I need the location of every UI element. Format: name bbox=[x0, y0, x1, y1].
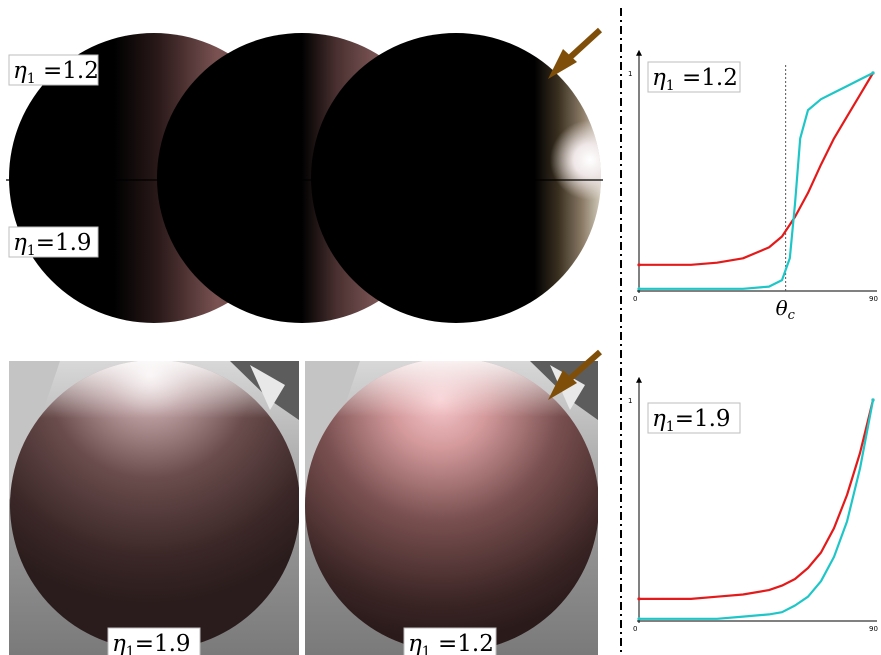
bottom-render-left bbox=[9, 361, 299, 655]
label-top-lower-sub: 1 bbox=[27, 243, 36, 259]
x-tick-label: 90 bbox=[869, 625, 878, 633]
label-bottom-left-text: =1.9 bbox=[135, 631, 191, 655]
chart-legend-text: η1=1.9 bbox=[652, 406, 731, 435]
arrow-bottom-head bbox=[548, 370, 577, 400]
series-start-point bbox=[637, 597, 641, 601]
series-start-point bbox=[637, 263, 641, 267]
svg-text:η1 =1.2: η1 =1.2 bbox=[13, 58, 99, 87]
label-top-upper-sub: 1 bbox=[27, 71, 36, 87]
chart-top: 0 90 1 θc η1 =1.2 bbox=[628, 49, 878, 323]
arrow-top-head bbox=[548, 49, 577, 79]
svg-text:η1=1.9: η1=1.9 bbox=[13, 230, 92, 259]
label-bottom-right-symbol: η bbox=[408, 631, 422, 655]
series-end-point bbox=[871, 71, 875, 75]
label-top-lower-text: =1.9 bbox=[36, 230, 92, 256]
label-bottom-right-sub: 1 bbox=[422, 644, 431, 655]
critical-angle-label: θc bbox=[776, 296, 796, 323]
series-line-2 bbox=[639, 72, 874, 290]
y-tick-label: 1 bbox=[628, 397, 632, 405]
label-bottom-left: η1=1.9 bbox=[107, 627, 201, 655]
chart-legend-label: η1=1.9 bbox=[647, 402, 741, 435]
bottom-render-right bbox=[305, 361, 598, 655]
chart-legend-label: η1 =1.2 bbox=[647, 61, 741, 94]
svg-text:η1=1.9: η1=1.9 bbox=[112, 631, 191, 655]
label-bottom-right-text: =1.2 bbox=[431, 631, 494, 655]
label-top-upper: η1 =1.2 bbox=[8, 54, 99, 87]
sphere-3-highlight bbox=[311, 33, 601, 323]
y-tick-label: 1 bbox=[628, 70, 632, 78]
x-tick-label: 0 bbox=[633, 625, 637, 633]
series-line-2 bbox=[639, 399, 875, 620]
label-bottom-left-symbol: η bbox=[112, 631, 126, 655]
label-top-lower-symbol: η bbox=[13, 230, 27, 256]
x-tick-label: 90 bbox=[869, 295, 878, 303]
chart-legend-text: η1 =1.2 bbox=[652, 65, 738, 94]
series-start-point bbox=[637, 617, 641, 621]
svg-text:η1 =1.2: η1 =1.2 bbox=[408, 631, 494, 655]
label-top-upper-symbol: η bbox=[13, 58, 27, 84]
series-line-1 bbox=[639, 399, 875, 601]
series-start-point bbox=[637, 287, 641, 291]
label-bottom-right: η1 =1.2 bbox=[403, 627, 497, 655]
label-bottom-left-sub: 1 bbox=[126, 644, 135, 655]
chart-bottom: 0 90 1 η1=1.9 bbox=[628, 376, 878, 633]
series-line-1 bbox=[639, 72, 874, 266]
label-top-lower: η1=1.9 bbox=[8, 226, 99, 259]
label-top-upper-text: =1.2 bbox=[36, 58, 99, 84]
series-end-point bbox=[871, 398, 875, 402]
x-tick-label: 0 bbox=[633, 295, 637, 303]
